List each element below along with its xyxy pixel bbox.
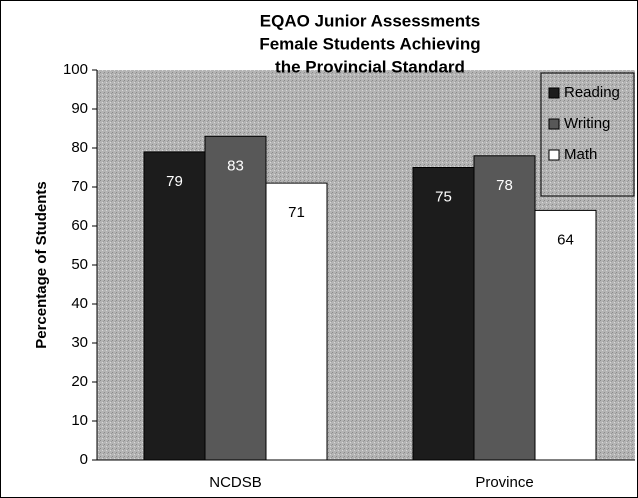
data-label: 71 xyxy=(288,204,305,221)
data-label: 78 xyxy=(496,177,513,194)
data-label: 64 xyxy=(557,231,574,248)
y-tick-label: 0 xyxy=(80,451,88,468)
legend-label: Reading xyxy=(564,84,620,101)
x-tick-label: Province xyxy=(475,474,533,491)
legend-swatch xyxy=(548,118,560,130)
y-tick-label: 50 xyxy=(71,256,88,273)
y-axis-label: Percentage of Students xyxy=(33,181,50,349)
chart-title: the Provincial Standard xyxy=(275,57,465,76)
y-tick-label: 60 xyxy=(71,217,88,234)
bar xyxy=(412,167,475,461)
bar xyxy=(473,155,536,461)
legend-swatch xyxy=(548,149,560,161)
legend-swatch xyxy=(548,87,560,99)
data-label: 75 xyxy=(435,188,452,205)
y-tick-label: 70 xyxy=(71,178,88,195)
data-label: 79 xyxy=(166,173,183,190)
x-tick-label: NCDSB xyxy=(209,474,262,491)
chart-title: EQAO Junior Assessments xyxy=(260,11,480,30)
legend-label: Writing xyxy=(564,115,610,132)
y-tick-label: 10 xyxy=(71,412,88,429)
y-tick-label: 90 xyxy=(71,100,88,117)
y-tick-label: 20 xyxy=(71,373,88,390)
bar xyxy=(204,135,267,461)
data-label: 83 xyxy=(227,157,244,174)
bar xyxy=(265,182,328,461)
legend-label: Math xyxy=(564,146,597,163)
bar xyxy=(534,209,597,461)
y-tick-label: 30 xyxy=(71,334,88,351)
chart-title: Female Students Achieving xyxy=(259,34,480,53)
bar xyxy=(143,151,206,461)
y-tick-label: 40 xyxy=(71,295,88,312)
y-tick-label: 100 xyxy=(63,61,88,78)
y-tick-label: 80 xyxy=(71,139,88,156)
